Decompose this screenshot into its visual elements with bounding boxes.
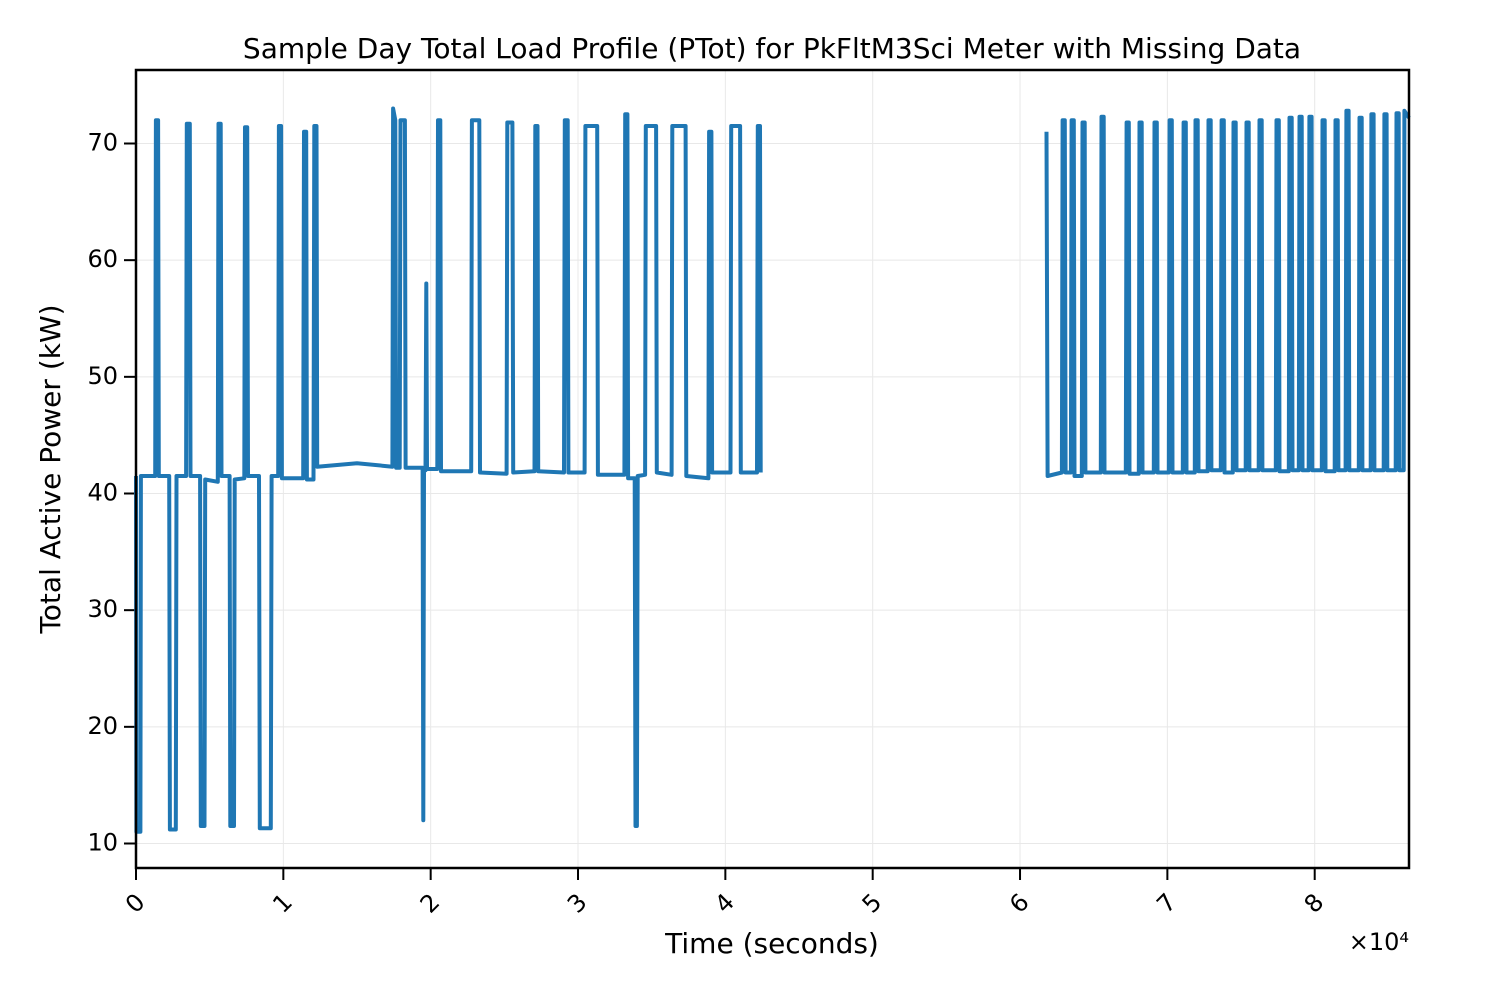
y-tick-label: 50 <box>87 362 118 390</box>
x-tick-label: 4 <box>709 888 740 919</box>
x-tick-label: 5 <box>857 888 888 919</box>
y-tick-label: 10 <box>87 829 118 857</box>
x-tick-label: 8 <box>1299 888 1330 919</box>
y-axis-label: Total Active Power (kW) <box>34 304 67 634</box>
x-tick-label: 2 <box>415 888 446 919</box>
y-tick-label: 30 <box>87 595 118 623</box>
chart-title: Sample Day Total Load Profile (PTot) for… <box>243 32 1301 65</box>
x-tick-label: 1 <box>267 888 298 919</box>
x-tick-label: 7 <box>1151 888 1182 919</box>
data-line <box>134 106 1411 834</box>
x-tick-label: 3 <box>562 888 593 919</box>
x-tick-label: 0 <box>120 888 151 919</box>
y-tick-label: 20 <box>87 712 118 740</box>
y-tick-label: 40 <box>87 479 118 507</box>
x-offset-label: ×10⁴ <box>1349 928 1409 956</box>
plot-frame <box>134 68 1411 870</box>
x-tick-label: 6 <box>1004 888 1035 919</box>
x-axis-label: Time (seconds) <box>664 927 879 960</box>
y-tick-label: 70 <box>87 129 118 157</box>
y-tick-label: 60 <box>87 245 118 273</box>
